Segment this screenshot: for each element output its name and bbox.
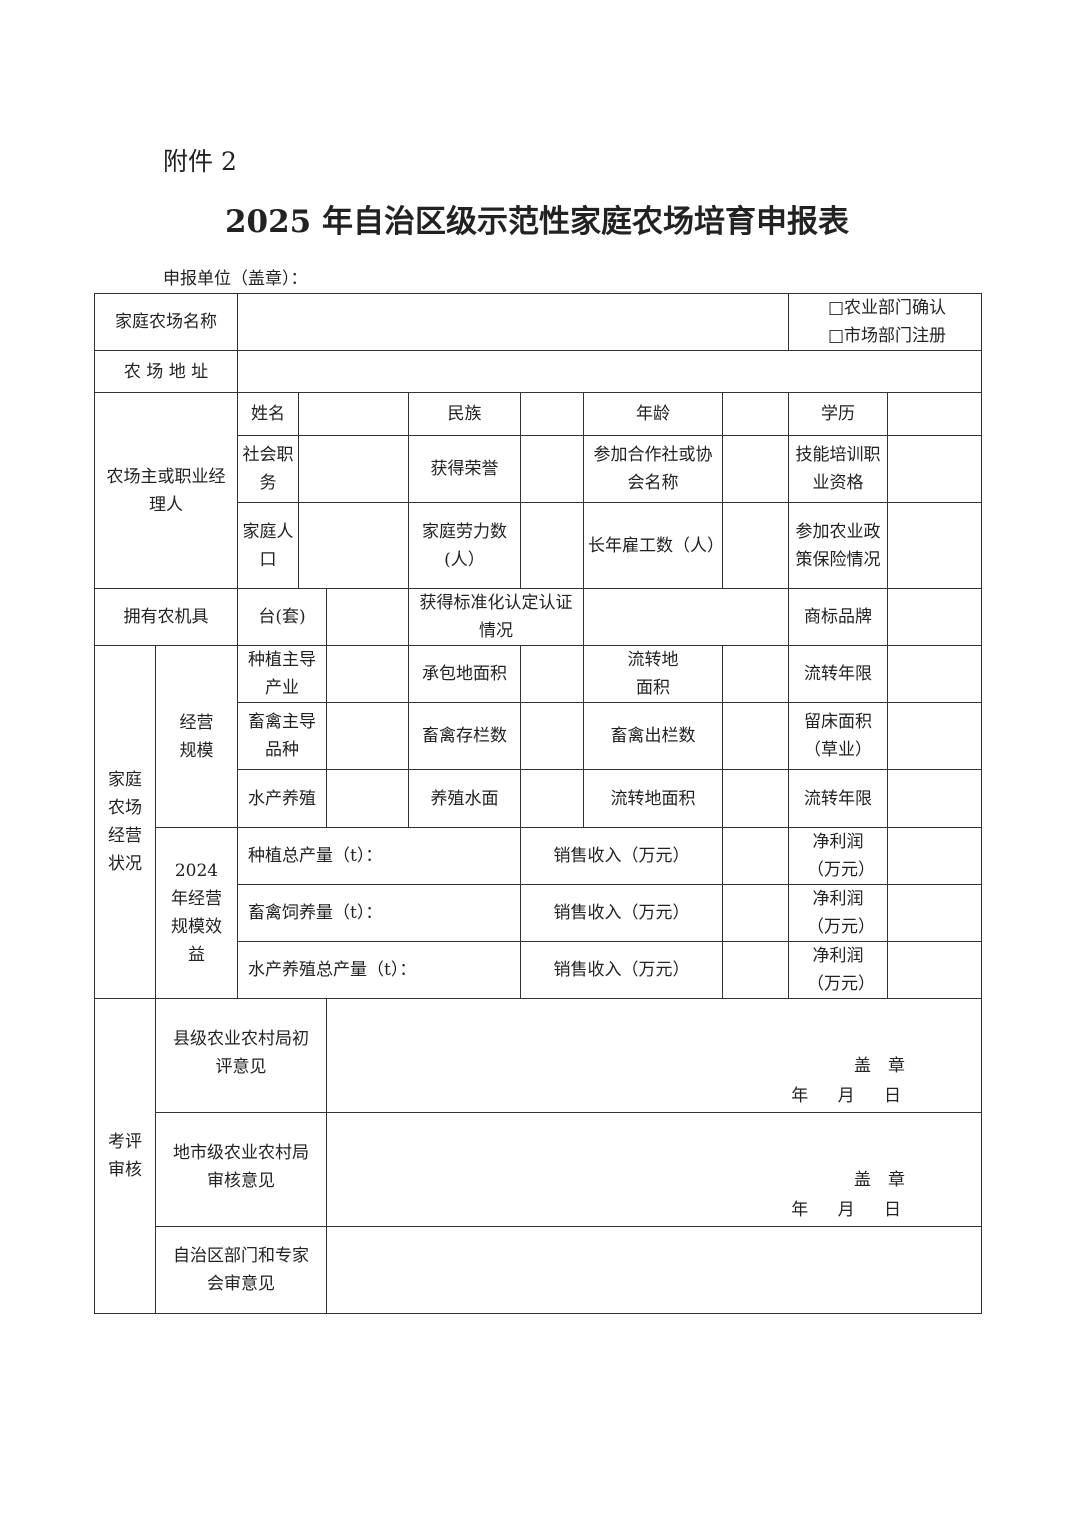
review-opinion-field[interactable]: 盖 章 年 月 日 (325, 1112, 983, 1227)
owner-label: 参加农业政策保险情况 (788, 502, 889, 589)
option-market-dept[interactable]: □市场部门注册 (827, 326, 947, 346)
owner-field[interactable] (887, 392, 983, 436)
owner-field[interactable] (887, 435, 983, 503)
owner-label: 姓名 (237, 392, 299, 436)
applicant-unit-label: 申报单位（盖章）： (163, 269, 308, 289)
owner-label: 获得荣誉 (408, 435, 521, 503)
profit-field[interactable] (887, 941, 983, 999)
scale-item-label: 水产养殖 (237, 769, 327, 828)
owner-field[interactable] (887, 502, 983, 589)
sales-field[interactable] (721, 941, 790, 999)
address-field[interactable] (236, 350, 983, 393)
application-form-table: 家庭农场名称 □农业部门确认 □市场部门注册 农 场 地 址 农场主或职业经理人… (94, 293, 983, 1314)
owner-label: 社会职务 (237, 435, 299, 503)
review-opinion-field[interactable] (325, 1226, 983, 1314)
scale-item-label: 流转年限 (788, 645, 889, 703)
owner-label: 家庭人口 (237, 502, 299, 589)
owner-field[interactable] (298, 502, 409, 589)
scale-label: 经营规模 (155, 645, 238, 828)
scale-item-label: 种植主导产业 (237, 645, 327, 703)
date-label: 年 月 日 (791, 1200, 902, 1220)
review-section-label: 考评审核 (94, 998, 156, 1314)
scale-item-label: 畜禽存栏数 (408, 702, 521, 770)
sales-label: 销售收入（万元） (520, 827, 723, 885)
brand-field[interactable] (887, 588, 983, 646)
owner-field[interactable] (520, 502, 584, 589)
certification-field[interactable] (582, 588, 790, 646)
scale-item-label: 承包地面积 (408, 645, 521, 703)
owner-field[interactable] (298, 435, 409, 503)
profit-field[interactable] (887, 827, 983, 885)
scale-item-label: 流转年限 (788, 769, 889, 828)
owner-section-label: 农场主或职业经理人 (94, 392, 238, 589)
scale-item-label: 畜禽主导品种 (237, 702, 327, 770)
scale-field[interactable] (520, 769, 584, 828)
stamp-label: 盖 章 (854, 1056, 906, 1076)
scale-field[interactable] (887, 769, 983, 828)
registration-options[interactable]: □农业部门确认 □市场部门注册 (788, 293, 983, 351)
option-agri-dept[interactable]: □农业部门确认 (827, 298, 947, 318)
scale-field[interactable] (721, 702, 790, 770)
profit-label: 净利润（万元） (788, 827, 889, 885)
machinery-field[interactable] (326, 588, 409, 646)
benefit-label: 2024 年经营规模效益 (155, 827, 238, 999)
owner-field[interactable] (721, 502, 790, 589)
owner-field[interactable] (721, 435, 790, 503)
review-label: 县级农业农村局初评意见 (155, 998, 327, 1113)
owner-label: 长年雇工数（人） (583, 502, 723, 589)
farm-name-label: 家庭农场名称 (94, 293, 238, 351)
profit-label: 净利润（万元） (788, 941, 889, 999)
sales-label: 销售收入（万元） (520, 941, 723, 999)
owner-label: 年龄 (583, 392, 723, 436)
owner-field[interactable] (721, 392, 790, 436)
brand-label: 商标品牌 (788, 588, 889, 646)
certification-label: 获得标准化认定认证情况 (408, 588, 584, 646)
scale-item-label: 养殖水面 (408, 769, 521, 828)
page-title: 2025 年自治区级示范性家庭农场培育申报表 (224, 204, 850, 240)
output-label[interactable]: 畜禽饲养量（t）： (237, 884, 521, 942)
scale-field[interactable] (326, 645, 409, 703)
owner-label: 民族 (408, 392, 521, 436)
date-label: 年 月 日 (791, 1086, 902, 1106)
scale-field[interactable] (326, 769, 409, 828)
scale-item-label: 流转地面积 (583, 769, 723, 828)
scale-item-label: 畜禽出栏数 (583, 702, 723, 770)
scale-field[interactable] (520, 702, 584, 770)
owner-label: 家庭劳力数(人） (408, 502, 521, 589)
review-label: 自治区部门和专家会审意见 (155, 1226, 327, 1314)
scale-item-label: 留床面积（草业） (788, 702, 889, 770)
profit-field[interactable] (887, 884, 983, 942)
machinery-unit: 台(套) (237, 588, 327, 646)
owner-field[interactable] (520, 435, 584, 503)
scale-field[interactable] (721, 769, 790, 828)
farm-name-field[interactable] (236, 293, 790, 351)
scale-field[interactable] (887, 645, 983, 703)
output-label[interactable]: 水产养殖总产量（t）： (237, 941, 521, 999)
scale-field[interactable] (520, 645, 584, 703)
review-label: 地市级农业农村局审核意见 (155, 1112, 327, 1227)
scale-field[interactable] (721, 645, 790, 703)
machinery-label: 拥有农机具 (94, 588, 238, 646)
owner-field[interactable] (298, 392, 409, 436)
sales-field[interactable] (721, 884, 790, 942)
sales-field[interactable] (721, 827, 790, 885)
scale-field[interactable] (326, 702, 409, 770)
address-label: 农 场 地 址 (94, 350, 238, 393)
profit-label: 净利润（万元） (788, 884, 889, 942)
owner-label: 技能培训职业资格 (788, 435, 889, 503)
review-opinion-field[interactable]: 盖 章 年 月 日 (325, 998, 983, 1113)
owner-label: 参加合作社或协会名称 (583, 435, 723, 503)
stamp-label: 盖 章 (854, 1170, 906, 1190)
scale-field[interactable] (887, 702, 983, 770)
attachment-label: 附件 2 (163, 147, 237, 176)
operation-section-label: 家庭农场经营状况 (94, 645, 156, 999)
output-label[interactable]: 种植总产量（t）： (237, 827, 521, 885)
sales-label: 销售收入（万元） (520, 884, 723, 942)
scale-item-label: 流转地面积 (583, 645, 723, 703)
owner-label: 学历 (788, 392, 889, 436)
owner-field[interactable] (520, 392, 584, 436)
